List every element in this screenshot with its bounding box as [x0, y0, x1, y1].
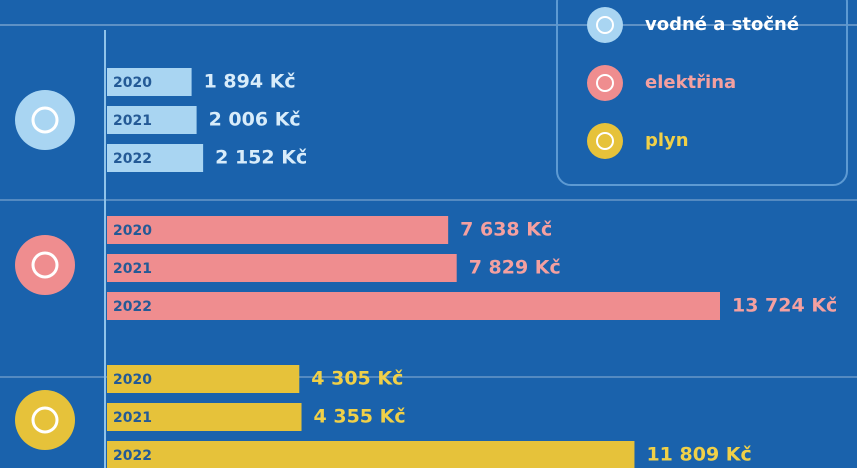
legend-label: plyn [645, 130, 689, 151]
group-icon-inner [31, 106, 59, 134]
bar [107, 254, 457, 282]
bar [107, 68, 192, 96]
legend-swatch [587, 65, 623, 101]
group-icon-inner [31, 406, 59, 434]
bar [107, 292, 720, 320]
bar [107, 403, 302, 431]
category-label: 2022 [113, 299, 152, 315]
value-label: 4 355 Kč [314, 406, 406, 428]
category-label: 2021 [113, 113, 152, 129]
category-label: 2020 [113, 372, 152, 388]
value-label: 7 829 Kč [469, 257, 561, 279]
legend-swatch-inner [596, 16, 614, 34]
legend-swatch [587, 7, 623, 43]
value-label: 1 894 Kč [204, 71, 296, 93]
group-icon-inner [31, 251, 59, 279]
bar [107, 144, 204, 172]
group-icon [15, 235, 75, 295]
bar [107, 106, 197, 134]
legend-label: elektřina [645, 72, 736, 93]
category-label: 2022 [113, 151, 152, 167]
value-label: 11 809 Kč [646, 444, 751, 466]
value-label: 4 305 Kč [311, 368, 403, 390]
group-icon [15, 390, 75, 450]
group-icon [15, 90, 75, 150]
legend-box [556, 0, 848, 186]
category-label: 2022 [113, 448, 152, 464]
bar [107, 216, 449, 244]
category-label: 2021 [113, 261, 152, 277]
legend-label: vodné a stočné [645, 14, 799, 35]
bar [107, 365, 300, 393]
legend-swatch [587, 123, 623, 159]
value-label: 2 006 Kč [209, 109, 301, 131]
bar [107, 441, 635, 468]
category-label: 2020 [113, 75, 152, 91]
category-label: 2021 [113, 410, 152, 426]
category-label: 2020 [113, 223, 152, 239]
value-label: 13 724 Kč [732, 295, 837, 317]
legend-swatch-inner [596, 132, 614, 150]
value-label: 7 638 Kč [460, 219, 552, 241]
legend-swatch-inner [596, 74, 614, 92]
value-label: 2 152 Kč [215, 147, 307, 169]
